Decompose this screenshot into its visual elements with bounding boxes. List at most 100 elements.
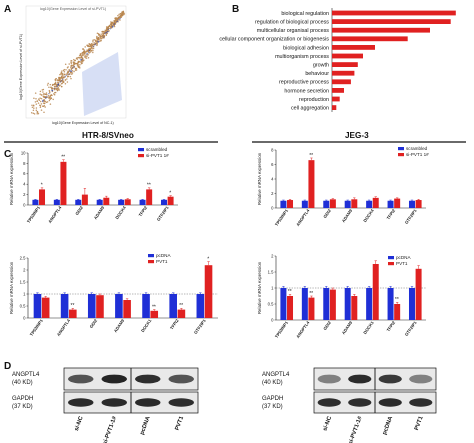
- significance-marker: **: [309, 291, 313, 297]
- scatter-point: [82, 59, 84, 61]
- scatter-point: [90, 49, 93, 52]
- blot-band: [68, 374, 94, 384]
- blot-band: [409, 398, 433, 407]
- bar: [103, 197, 110, 205]
- go-bar: [332, 27, 430, 33]
- scatter-point: [63, 73, 66, 76]
- scatter-point: [67, 71, 70, 73]
- go-bar: [332, 88, 344, 93]
- y-axis-label: Relative mRNA expression: [9, 261, 14, 314]
- scatter-point: [100, 33, 102, 35]
- bar: [60, 161, 67, 205]
- scatter-xlabel: log10(Gene Expression Level of NC-1): [52, 121, 114, 125]
- chart-c2: 0 0.5 1 1.5 2 2.5 Relative mRNA expression TP53…: [9, 253, 218, 337]
- scatter-point: [68, 68, 70, 71]
- scatter-point: [89, 45, 92, 47]
- scatter-point: [39, 93, 41, 95]
- bar: [123, 300, 131, 318]
- panel-label-a: A: [4, 4, 11, 15]
- scatter-point-dense: [59, 81, 61, 83]
- blot-lane-label: si-PVT1-1#: [102, 415, 118, 443]
- scatter-point: [59, 73, 61, 76]
- scatter-point: [93, 38, 95, 41]
- scatter-point: [84, 46, 86, 48]
- go-bar: [332, 19, 451, 24]
- significance-marker: *: [169, 190, 171, 196]
- scatter-selection-region: [82, 52, 122, 116]
- scatter-point: [71, 73, 73, 75]
- blot-band: [101, 398, 127, 407]
- y-tick-label: 4: [23, 182, 26, 187]
- scatter-point: [37, 102, 40, 104]
- go-bar: [332, 36, 408, 42]
- significance-marker: **: [309, 153, 313, 159]
- scatter-point: [87, 45, 89, 47]
- scatter-point: [37, 112, 40, 115]
- go-term-label: biological adhesion: [283, 45, 329, 51]
- scatter-point: [84, 57, 87, 59]
- scatter-point-dense: [103, 36, 105, 38]
- panel-label-d: D: [4, 361, 11, 372]
- scatter-points: [30, 10, 126, 115]
- legend-label: si-PVT1 1#: [406, 152, 429, 157]
- y-tick-label: 1.5: [268, 269, 274, 274]
- scatter-point: [118, 13, 120, 16]
- scatter-point: [80, 62, 83, 65]
- scatter-point: [62, 76, 64, 78]
- scatter-point: [36, 112, 38, 115]
- scatter-point: [61, 70, 63, 72]
- scatter-point: [39, 97, 41, 99]
- scatter-point: [120, 15, 122, 18]
- chart-c4: 0 0.5 1 1.5 2 Relative mRNA expression ** TP53I…: [257, 253, 426, 339]
- legend-swatch: [388, 262, 394, 266]
- blot-band: [348, 374, 372, 384]
- scatter-point: [31, 106, 34, 108]
- scatter-point: [36, 111, 39, 113]
- scatter-point-dense: [104, 32, 106, 35]
- scatter-point: [60, 76, 63, 78]
- go-bar: [332, 70, 355, 76]
- scatter-point: [56, 89, 59, 92]
- panel-b-go-chart: biological regulation regulation of biolo…: [219, 8, 456, 112]
- x-tick-label: DOCK4: [362, 208, 375, 223]
- scatter-point: [70, 77, 72, 80]
- scatter-point-dense: [64, 76, 67, 78]
- x-tick-label: DOCK4: [114, 205, 127, 220]
- y-tick-label: 8: [23, 161, 26, 166]
- y-axis-label: Relative mRNA expression: [257, 261, 262, 314]
- scatter-point: [70, 62, 73, 65]
- scatter-point: [83, 51, 85, 53]
- scatter-point: [106, 29, 108, 31]
- go-term-label: hormone secretion: [284, 88, 329, 94]
- scatter-point: [46, 84, 49, 86]
- scatter-point: [93, 42, 96, 44]
- scatter-point-dense: [107, 28, 110, 31]
- legend-label: PVT1: [396, 261, 408, 266]
- significance-marker: **: [147, 183, 151, 189]
- panel-a-scatter: log10(Gene Expression Level of si-PVT1) …: [19, 5, 127, 125]
- scatter-point: [64, 83, 67, 85]
- bar: [351, 199, 358, 208]
- x-tick-label: TP53INP1: [274, 320, 290, 339]
- scatter-point: [58, 78, 61, 81]
- scatter-point: [61, 82, 63, 85]
- bar: [81, 194, 88, 205]
- x-tick-label: TP53INP1: [274, 208, 290, 227]
- x-tick-label: GDI2: [322, 208, 332, 219]
- scatter-point-dense: [46, 95, 48, 98]
- bar: [53, 199, 60, 205]
- blot-left: ANGPTL4 (40 KD) GAPDH (37 KD) si-NC si-PVT1-1…: [12, 367, 199, 443]
- scatter-point: [64, 63, 67, 66]
- scatter-point: [56, 87, 59, 90]
- scatter-point-dense: [57, 83, 60, 85]
- blot-band: [168, 374, 194, 384]
- scatter-point: [79, 53, 82, 55]
- scatter-point: [58, 89, 60, 91]
- bar: [329, 289, 336, 320]
- scatter-point: [120, 13, 123, 16]
- x-tick-label: TP53INP1: [26, 205, 42, 224]
- go-term-label: multicellular organisal process: [257, 28, 330, 34]
- blot-lane-label: PVT1: [175, 415, 186, 431]
- significance-marker: **: [288, 289, 292, 295]
- scatter-point: [83, 56, 86, 58]
